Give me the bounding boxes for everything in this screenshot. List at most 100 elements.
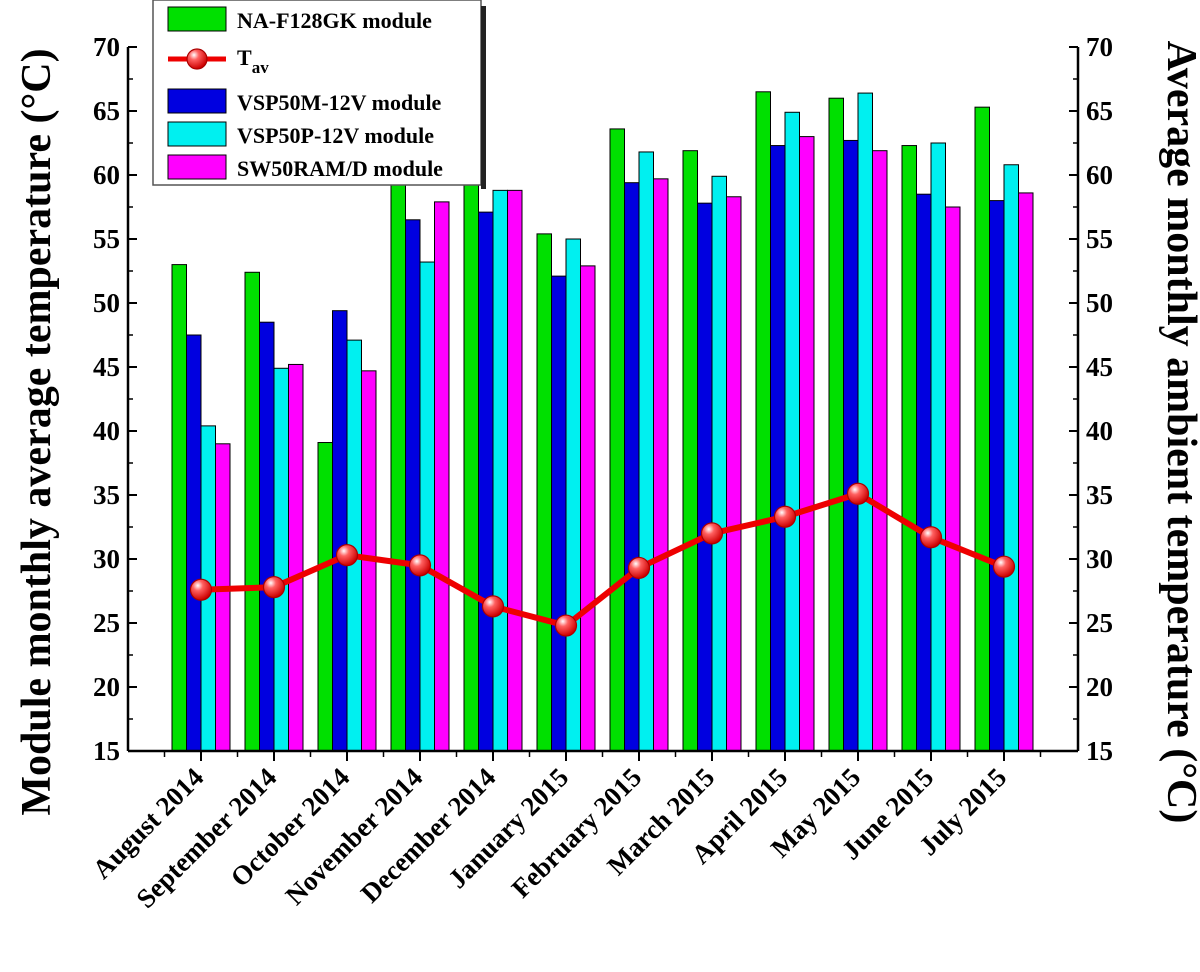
y-tick-label-right: 60 bbox=[1086, 160, 1113, 190]
y-tick-label-left: 45 bbox=[93, 352, 120, 382]
y-tick-label-right: 55 bbox=[1086, 224, 1113, 254]
bar-na-f128gk-module-december-2014 bbox=[463, 180, 479, 752]
legend-swatch-sw50ram bbox=[167, 154, 227, 180]
bar-sw50ram-d-module-june-2015 bbox=[945, 206, 961, 752]
y-tick-label-right: 70 bbox=[1086, 32, 1113, 62]
bar-na-f128gk-module-may-2015 bbox=[828, 97, 844, 752]
legend-label-tav-main: T bbox=[237, 45, 252, 70]
y-tick-label-left: 25 bbox=[93, 608, 120, 638]
bar-na-f128gk-module-november-2014 bbox=[390, 180, 406, 752]
y-tick-label-left: 30 bbox=[93, 544, 120, 574]
tav-point-july-2015 bbox=[992, 555, 1016, 578]
y-axis-title-left: Module monthly average temperature (°C) bbox=[14, 48, 60, 815]
tav-point-may-2015 bbox=[846, 482, 870, 505]
bar-vsp50m-12v-module-june-2015 bbox=[916, 193, 932, 752]
bar-na-f128gk-module-april-2015 bbox=[755, 91, 771, 752]
bar-vsp50p-12v-module-january-2015 bbox=[565, 238, 581, 752]
bar-na-f128gk-module-october-2014 bbox=[317, 442, 333, 752]
bar-na-f128gk-module-september-2014 bbox=[244, 271, 260, 752]
bar-vsp50p-12v-module-march-2015 bbox=[711, 175, 727, 752]
legend-label-tav-sub: av bbox=[252, 58, 270, 77]
y-tick-label-left: 35 bbox=[93, 480, 120, 510]
bar-na-f128gk-module-january-2015 bbox=[536, 233, 552, 752]
y-tick-label-right: 65 bbox=[1086, 96, 1113, 126]
tav-point-december-2014 bbox=[481, 595, 505, 618]
bar-sw50ram-d-module-november-2014 bbox=[434, 201, 450, 752]
bar-na-f128gk-module-june-2015 bbox=[901, 145, 917, 752]
bars-layer bbox=[171, 91, 1034, 752]
bar-vsp50m-12v-module-september-2014 bbox=[259, 321, 275, 752]
bar-vsp50p-12v-module-april-2015 bbox=[784, 111, 800, 752]
y-tick-label-right: 45 bbox=[1086, 352, 1113, 382]
bar-sw50ram-d-module-july-2015 bbox=[1018, 192, 1034, 752]
bar-na-f128gk-module-august-2014 bbox=[171, 264, 187, 752]
bar-vsp50p-12v-module-july-2015 bbox=[1003, 164, 1019, 752]
bar-vsp50m-12v-module-march-2015 bbox=[697, 202, 713, 752]
y-tick-label-right: 50 bbox=[1086, 288, 1113, 318]
ticks-layer: 15 15 20 20 25 25 30 30 35 35 40 40 45 45 50 50 55 55 60 60… bbox=[93, 32, 1113, 766]
legend-box-shadow bbox=[481, 6, 486, 189]
legend-swatch-na-f128gk bbox=[167, 6, 227, 32]
legend-label-vsp50p: VSP50P-12V module bbox=[237, 123, 434, 148]
y-tick-label-left: 15 bbox=[93, 736, 120, 766]
bar-vsp50m-12v-module-august-2014 bbox=[186, 334, 202, 752]
tav-point-october-2014 bbox=[335, 544, 359, 567]
tav-point-november-2014 bbox=[408, 554, 432, 577]
tav-line bbox=[200, 490, 1006, 629]
tav-point-march-2015 bbox=[700, 522, 724, 545]
y-tick-label-right: 30 bbox=[1086, 544, 1113, 574]
bar-vsp50p-12v-module-december-2014 bbox=[492, 189, 508, 752]
tav-point-august-2014 bbox=[189, 578, 213, 601]
bar-vsp50m-12v-module-may-2015 bbox=[843, 139, 859, 752]
y-tick-label-left: 20 bbox=[93, 672, 120, 702]
tav-point-january-2015 bbox=[554, 614, 578, 637]
y-tick-label-left: 70 bbox=[93, 32, 120, 62]
bar-sw50ram-d-module-march-2015 bbox=[726, 196, 742, 752]
line-layer bbox=[189, 482, 1016, 637]
legend-swatch-vsp50p bbox=[167, 121, 227, 147]
bar-vsp50m-12v-module-february-2015 bbox=[624, 182, 640, 752]
legend-marker-tav bbox=[186, 48, 208, 70]
y-tick-label-left: 65 bbox=[93, 96, 120, 126]
tav-point-june-2015 bbox=[919, 526, 943, 549]
bar-sw50ram-d-module-august-2014 bbox=[215, 443, 231, 752]
bar-vsp50p-12v-module-may-2015 bbox=[857, 92, 873, 752]
y-tick-label-left: 50 bbox=[93, 288, 120, 318]
tav-point-april-2015 bbox=[773, 505, 797, 528]
y-tick-label-left: 60 bbox=[93, 160, 120, 190]
legend-label-tav: Tav bbox=[237, 45, 269, 77]
bar-sw50ram-d-module-february-2015 bbox=[653, 178, 669, 752]
bar-vsp50p-12v-module-june-2015 bbox=[930, 142, 946, 752]
bar-vsp50p-12v-module-september-2014 bbox=[273, 367, 289, 752]
y-tick-label-right: 25 bbox=[1086, 608, 1113, 638]
legend: NA-F128GK module Tav VSP50M-12V module V… bbox=[152, 0, 486, 189]
bar-na-f128gk-module-july-2015 bbox=[974, 106, 990, 752]
tav-point-february-2015 bbox=[627, 556, 651, 580]
bar-vsp50m-12v-module-april-2015 bbox=[770, 145, 786, 752]
bar-vsp50m-12v-module-november-2014 bbox=[405, 219, 421, 752]
bar-vsp50m-12v-module-december-2014 bbox=[478, 211, 494, 752]
bar-na-f128gk-module-march-2015 bbox=[682, 150, 698, 752]
bar-na-f128gk-module-february-2015 bbox=[609, 128, 625, 752]
bar-sw50ram-d-module-september-2014 bbox=[288, 363, 304, 752]
y-tick-label-right: 35 bbox=[1086, 480, 1113, 510]
legend-label-na-f128gk: NA-F128GK module bbox=[237, 8, 432, 33]
y-tick-label-left: 40 bbox=[93, 416, 120, 446]
legend-label-sw50ram: SW50RAM/D module bbox=[237, 156, 443, 181]
bar-vsp50m-12v-module-july-2015 bbox=[989, 200, 1005, 752]
legend-label-vsp50m: VSP50M-12V module bbox=[237, 90, 442, 115]
bar-vsp50p-12v-module-february-2015 bbox=[638, 151, 654, 752]
x-category-label-february-2015: February 2015 bbox=[506, 762, 648, 904]
bar-sw50ram-d-module-may-2015 bbox=[872, 150, 888, 752]
y-tick-label-right: 20 bbox=[1086, 672, 1113, 702]
tav-point-september-2014 bbox=[262, 576, 286, 599]
bar-sw50ram-d-module-december-2014 bbox=[507, 189, 523, 752]
y-tick-label-left: 55 bbox=[93, 224, 120, 254]
legend-swatch-vsp50m bbox=[167, 88, 227, 114]
bar-sw50ram-d-module-april-2015 bbox=[799, 136, 815, 752]
y-tick-label-right: 15 bbox=[1086, 736, 1113, 766]
y-axis-title-right: Average monthly ambient temperature (°C) bbox=[1158, 41, 1200, 824]
bar-vsp50p-12v-module-november-2014 bbox=[419, 261, 435, 752]
